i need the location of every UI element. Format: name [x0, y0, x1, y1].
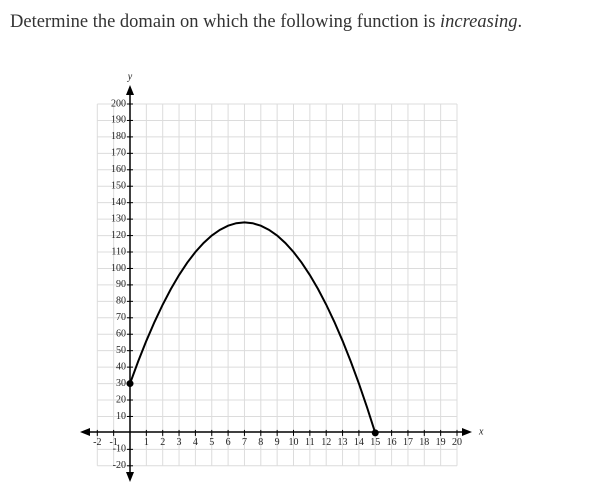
x-tick-label: 4 — [193, 437, 198, 448]
x-tick-label: 7 — [242, 437, 247, 448]
grid — [96, 103, 458, 467]
y-tick-label: 110 — [111, 246, 126, 257]
x-tick-label: 11 — [305, 437, 315, 448]
y-tick-label: -10 — [113, 444, 126, 455]
question: Determine the domain on which the follow… — [10, 12, 522, 33]
x-tick-label: 1 — [144, 437, 149, 448]
y-tick-label: 10 — [116, 411, 126, 422]
y-tick-label: 120 — [111, 230, 126, 241]
y-tick-label: -20 — [113, 460, 126, 471]
endpoint — [371, 429, 379, 437]
y-tick-label: 180 — [111, 131, 126, 142]
y-tick-label: 30 — [116, 378, 126, 389]
y-tick-label: 60 — [116, 329, 126, 340]
y-tick-label: 190 — [111, 115, 126, 126]
x-arrow-right — [462, 428, 472, 436]
x-tick-label: 16 — [387, 437, 397, 448]
y-tick-label: 100 — [111, 263, 126, 274]
x-tick-label: 17 — [403, 437, 413, 448]
x-tick-label: 5 — [209, 437, 214, 448]
y-tick-label: 130 — [111, 213, 126, 224]
x-tick-label: -1 — [109, 437, 117, 448]
y-tick-label: 20 — [116, 394, 126, 405]
x-tick-label: 18 — [419, 437, 429, 448]
y-tick-label: 150 — [111, 181, 126, 192]
question-end: . — [517, 12, 523, 32]
y-tick-label: 160 — [111, 164, 126, 175]
y-arrow-top — [126, 85, 134, 95]
y-tick-label: 80 — [116, 296, 126, 307]
x-tick-label: 19 — [436, 437, 446, 448]
y-tick-label: 170 — [111, 148, 126, 159]
question-emphasis: increasing — [440, 12, 518, 32]
y-tick-label: 40 — [116, 361, 126, 372]
x-tick-label: 8 — [258, 437, 263, 448]
x-tick-label: 14 — [354, 437, 364, 448]
y-axis-label: y — [127, 71, 133, 82]
y-arrow-bottom — [126, 472, 134, 482]
x-arrow-left — [80, 428, 90, 436]
x-tick-label: -2 — [93, 437, 101, 448]
x-tick-label: 2 — [160, 437, 165, 448]
question-text: Determine the domain on which the follow… — [10, 12, 441, 32]
endpoint — [126, 380, 134, 388]
y-tick-label: 90 — [116, 279, 126, 290]
x-tick-label: 6 — [226, 437, 231, 448]
y-tick-label: 70 — [116, 312, 126, 323]
y-tick-label: 140 — [111, 197, 126, 208]
x-tick-label: 13 — [338, 437, 348, 448]
x-tick-label: 15 — [370, 437, 380, 448]
x-tick-label: 9 — [275, 437, 280, 448]
y-tick-label: 200 — [111, 98, 126, 109]
y-tick-label: 50 — [116, 345, 126, 356]
x-tick-label: 12 — [321, 437, 331, 448]
x-tick-label: 10 — [289, 437, 299, 448]
function-curve — [129, 221, 377, 434]
x-tick-label: 20 — [452, 437, 462, 448]
x-axis-label: x — [478, 426, 484, 437]
x-tick-label: 3 — [177, 437, 182, 448]
